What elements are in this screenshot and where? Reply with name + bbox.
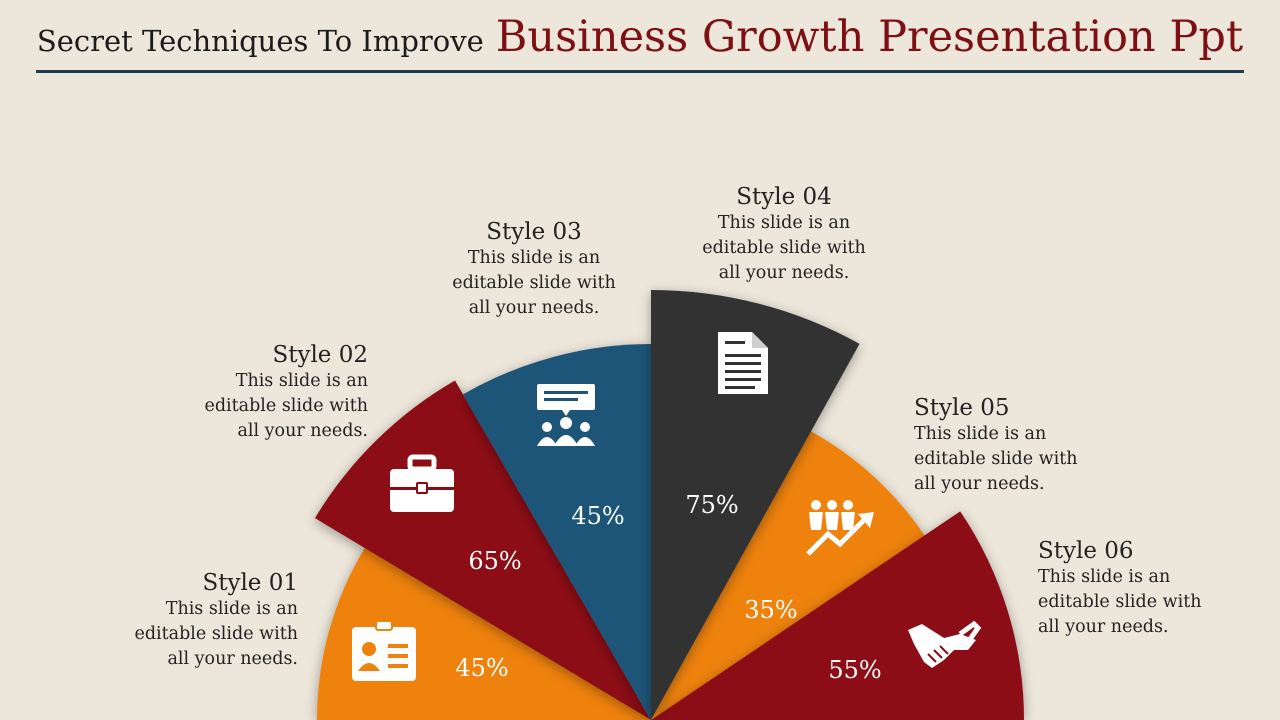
handshake-icon bbox=[908, 620, 982, 668]
briefcase-icon bbox=[390, 454, 454, 512]
title-prefix: Secret Techniques To Improve bbox=[36, 24, 484, 58]
label-style-06: Style 06 This slide is an editable slide… bbox=[1038, 537, 1238, 640]
percent-style-02: 65% bbox=[468, 547, 521, 575]
label-style-02-text: This slide is an editable slide with all… bbox=[204, 371, 368, 441]
slice-style-05 bbox=[651, 431, 925, 720]
label-style-03-title: Style 03 bbox=[486, 219, 582, 245]
document-icon bbox=[718, 332, 768, 394]
label-style-06-title: Style 06 bbox=[1038, 538, 1134, 564]
label-style-04: Style 04 This slide is an editable slide… bbox=[684, 183, 884, 286]
team-growth-icon bbox=[806, 500, 874, 556]
label-style-04-text: This slide is an editable slide with all… bbox=[702, 213, 866, 283]
percent-style-01: 45% bbox=[455, 654, 508, 682]
label-style-05-title: Style 05 bbox=[914, 395, 1010, 421]
slice-style-06 bbox=[651, 511, 1024, 720]
label-style-01-text: This slide is an editable slide with all… bbox=[134, 599, 298, 669]
percent-style-04: 75% bbox=[685, 491, 738, 519]
meeting-icon bbox=[537, 384, 595, 446]
label-style-03-text: This slide is an editable slide with all… bbox=[452, 248, 616, 318]
slice-style-02 bbox=[315, 380, 651, 720]
label-style-05: Style 05 This slide is an editable slide… bbox=[914, 394, 1114, 497]
title-underline bbox=[36, 70, 1244, 73]
label-style-01: Style 01 This slide is an editable slide… bbox=[100, 569, 298, 672]
label-style-06-text: This slide is an editable slide with all… bbox=[1038, 567, 1202, 637]
percent-style-03: 45% bbox=[571, 502, 624, 530]
title-main: Business Growth Presentation Ppt bbox=[495, 12, 1244, 62]
label-style-01-title: Style 01 bbox=[202, 570, 298, 596]
label-style-04-title: Style 04 bbox=[736, 184, 832, 210]
percent-style-06: 55% bbox=[828, 656, 881, 684]
label-style-03: Style 03 This slide is an editable slide… bbox=[434, 218, 634, 321]
label-style-02-title: Style 02 bbox=[272, 342, 368, 368]
slice-style-03 bbox=[463, 344, 651, 720]
slice-style-04 bbox=[651, 290, 860, 720]
label-style-05-text: This slide is an editable slide with all… bbox=[914, 424, 1078, 494]
page-title: Secret Techniques To Improve Business Gro… bbox=[0, 0, 1280, 70]
percent-style-05: 35% bbox=[744, 596, 797, 624]
label-style-02: Style 02 This slide is an editable slide… bbox=[170, 341, 368, 444]
id-card-icon bbox=[352, 620, 416, 681]
